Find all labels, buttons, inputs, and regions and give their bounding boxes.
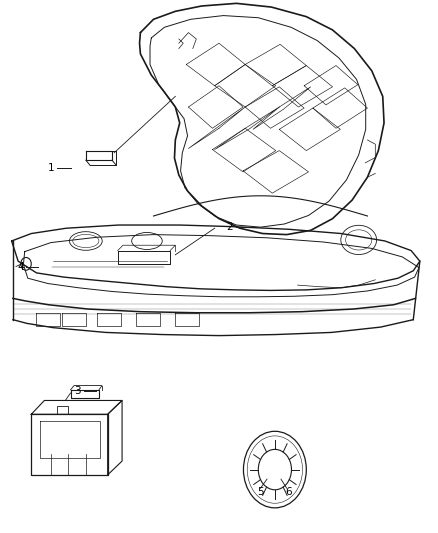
Text: 2: 2 <box>226 222 233 232</box>
Text: 1: 1 <box>48 163 54 173</box>
Text: 4: 4 <box>17 262 24 271</box>
Text: 5: 5 <box>257 488 264 497</box>
Text: 3: 3 <box>74 386 81 397</box>
Text: 6: 6 <box>286 488 292 497</box>
